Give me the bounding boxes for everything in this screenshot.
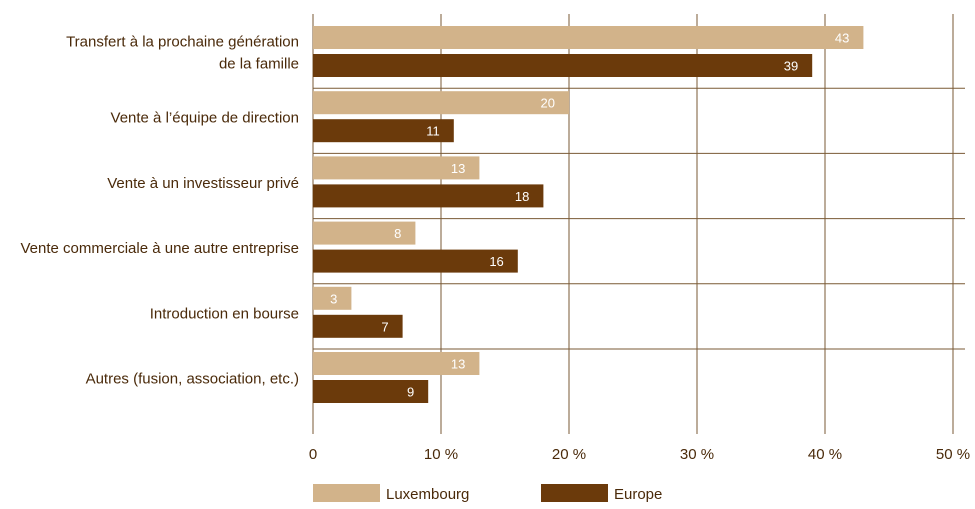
bar-luxembourg-4	[313, 286, 352, 310]
value-label: 13	[451, 161, 465, 176]
legend-swatch-luxembourg	[313, 484, 380, 502]
category-label: Transfert à la prochaine génération de la…	[66, 34, 299, 73]
bar-europe-1	[313, 119, 454, 143]
bar-europe-0	[313, 54, 813, 77]
value-label: 3	[330, 291, 337, 306]
bar-europe-4	[313, 314, 403, 338]
value-label: 20	[541, 96, 555, 111]
bar-europe-2	[313, 184, 544, 208]
bar-luxembourg-2	[313, 156, 480, 180]
category-labels: Transfert à la prochaine génération de la…	[21, 34, 300, 388]
value-label: 43	[835, 31, 849, 46]
x-tick-label: 40 %	[808, 446, 842, 463]
x-tick-label: 10 %	[424, 446, 458, 463]
category-label: Vente à l’équipe de direction	[111, 110, 299, 127]
bar-europe-5	[313, 380, 429, 403]
x-tick-label: 30 %	[680, 446, 714, 463]
legend: Luxembourg Europe	[313, 484, 662, 503]
bar-europe-3	[313, 249, 518, 273]
x-tick-label: 0	[309, 446, 317, 463]
legend-label-europe: Europe	[614, 486, 662, 503]
bar-luxembourg-0	[313, 26, 864, 49]
x-axis-ticks: 0 10 % 20 % 30 % 40 % 50 %	[309, 446, 970, 463]
value-label: 9	[407, 385, 414, 400]
bar-luxembourg-1	[313, 91, 569, 115]
grid-layer	[312, 14, 965, 434]
value-label: 11	[426, 124, 440, 139]
bar-luxembourg-3	[313, 221, 416, 245]
value-label: 18	[515, 189, 529, 204]
category-label: Autres (fusion, association, etc.)	[86, 371, 299, 388]
category-label: Introduction en bourse	[150, 305, 299, 322]
legend-swatch-europe	[541, 484, 608, 502]
category-label: Vente commerciale à une autre entreprise	[21, 240, 300, 257]
value-label: 8	[394, 226, 401, 241]
legend-label-luxembourg: Luxembourg	[386, 486, 469, 503]
value-label: 39	[784, 59, 798, 74]
value-label: 7	[381, 319, 388, 334]
x-tick-label: 20 %	[552, 446, 586, 463]
value-label: 16	[489, 254, 503, 269]
bar-luxembourg-5	[313, 352, 480, 375]
value-label: 13	[451, 357, 465, 372]
category-label: Vente à un investisseur privé	[107, 175, 299, 192]
x-tick-label: 50 %	[936, 446, 970, 463]
bars-layer: 43 39 20 11 13 18 8 16 3 7 13 9	[313, 26, 864, 403]
